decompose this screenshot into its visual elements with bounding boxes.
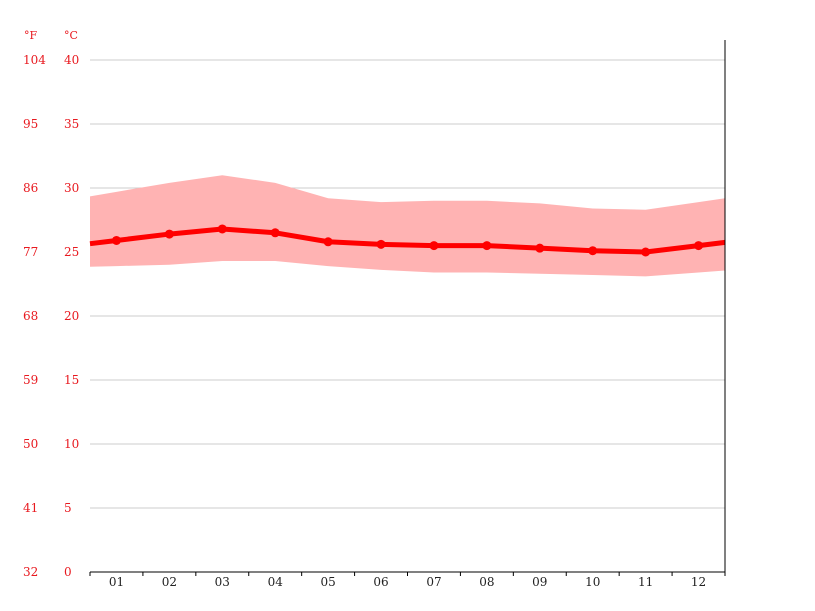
celsius-unit-label: °C [64,29,78,42]
range-band-layer [90,175,725,277]
axes [89,40,726,576]
x-tick-label-12: 12 [691,575,706,589]
data-point-11 [641,247,651,257]
y-tick-fahrenheit-68: 68 [23,309,38,323]
y-tick-fahrenheit-59: 59 [23,373,38,387]
y-tick-celsius-10: 10 [64,437,79,451]
data-point-07 [429,241,439,251]
y-tick-celsius-35: 35 [64,117,79,131]
y-tick-celsius-5: 5 [64,501,72,515]
x-tick-label-06: 06 [373,575,388,589]
y-tick-celsius-25: 25 [64,245,79,259]
x-tick-label-03: 03 [215,575,230,589]
y-tick-fahrenheit-41: 41 [23,501,38,515]
data-point-09 [535,243,545,253]
x-tick-label-08: 08 [479,575,494,589]
data-point-08 [482,241,492,251]
data-point-12 [694,241,704,251]
y-tick-celsius-0: 0 [64,565,72,579]
x-tick-label-09: 09 [532,575,547,589]
data-point-06 [376,239,386,249]
y-tick-celsius-30: 30 [64,181,79,195]
y-tick-fahrenheit-77: 77 [23,245,38,259]
y-tick-celsius-20: 20 [64,309,79,323]
data-point-04 [270,228,280,238]
data-point-05 [323,237,333,247]
x-tick-label-02: 02 [162,575,177,589]
y-tick-fahrenheit-50: 50 [23,437,38,451]
data-point-10 [588,246,598,256]
data-point-02 [164,229,174,239]
x-tick-label-01: 01 [109,575,124,589]
grid-lines [90,59,725,509]
y-tick-celsius-40: 40 [64,53,79,67]
y-tick-fahrenheit-95: 95 [23,117,38,131]
mean-temperature-line [89,226,726,255]
series-line-layer [89,224,726,257]
y-tick-fahrenheit-32: 32 [23,565,38,579]
temperature-range-band [90,175,725,277]
x-tick-label-04: 04 [268,575,284,589]
y-tick-fahrenheit-86: 86 [23,181,38,195]
y-tick-fahrenheit-104: 104 [23,53,46,67]
x-tick-label-07: 07 [426,575,441,589]
y-tick-celsius-15: 15 [64,373,79,387]
x-tick-label-11: 11 [638,575,653,589]
fahrenheit-unit-label: °F [24,29,38,42]
axis-labels: °F °C 0 32 5 41 10 50 15 59 20 68 25 77 30 86 35 95 40 10… [23,29,706,589]
x-tick-label-05: 05 [320,575,335,589]
x-tick-label-10: 10 [585,575,600,589]
data-point-03 [217,224,227,234]
data-point-01 [111,235,121,245]
